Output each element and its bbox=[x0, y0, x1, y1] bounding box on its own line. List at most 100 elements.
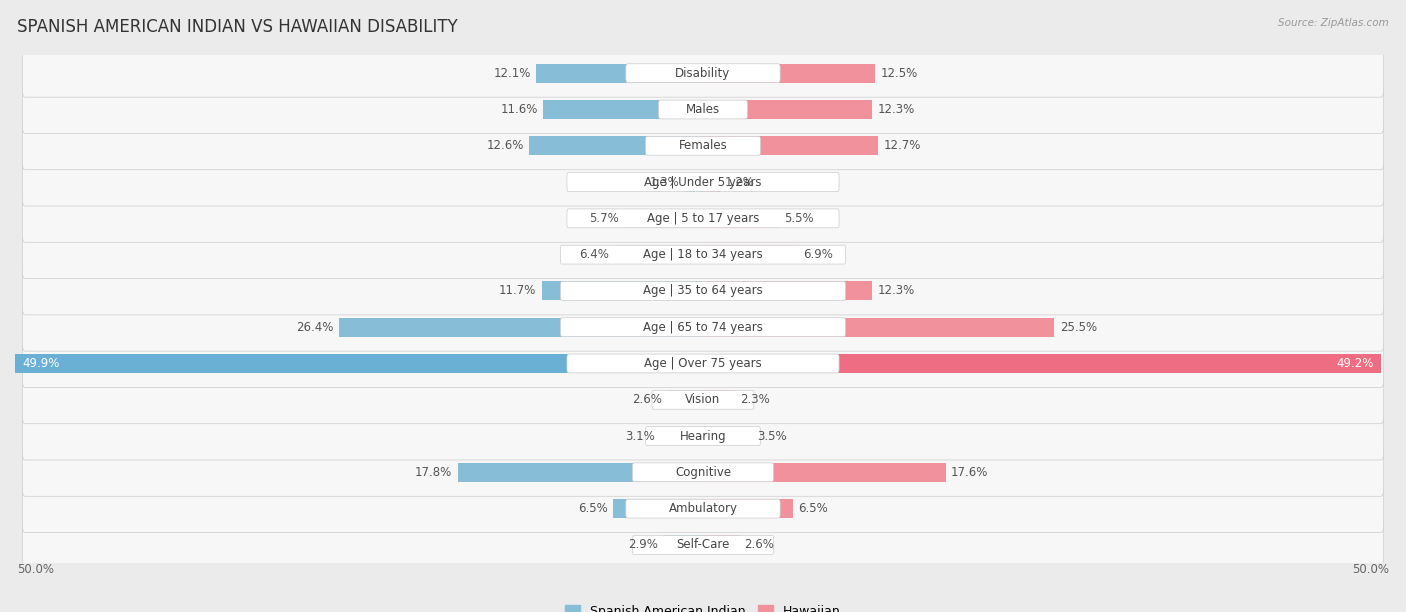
FancyBboxPatch shape bbox=[567, 173, 839, 192]
Bar bbox=[541, 282, 703, 300]
Text: 49.9%: 49.9% bbox=[22, 357, 59, 370]
Text: 2.6%: 2.6% bbox=[744, 539, 775, 551]
Bar bbox=[703, 354, 1381, 373]
FancyBboxPatch shape bbox=[22, 521, 1384, 569]
Bar bbox=[703, 318, 1054, 337]
Text: 12.5%: 12.5% bbox=[880, 67, 918, 80]
Text: 5.7%: 5.7% bbox=[589, 212, 619, 225]
Bar bbox=[543, 100, 703, 119]
Bar bbox=[685, 173, 703, 192]
Text: Age | 18 to 34 years: Age | 18 to 34 years bbox=[643, 248, 763, 261]
Bar bbox=[339, 318, 703, 337]
FancyBboxPatch shape bbox=[645, 427, 761, 446]
Bar bbox=[703, 209, 779, 228]
FancyBboxPatch shape bbox=[22, 231, 1384, 278]
Text: 11.6%: 11.6% bbox=[501, 103, 537, 116]
Text: Age | 65 to 74 years: Age | 65 to 74 years bbox=[643, 321, 763, 334]
Bar bbox=[703, 245, 799, 264]
Text: 1.3%: 1.3% bbox=[650, 176, 679, 188]
Text: Source: ZipAtlas.com: Source: ZipAtlas.com bbox=[1278, 18, 1389, 28]
Text: 2.6%: 2.6% bbox=[631, 394, 662, 406]
FancyBboxPatch shape bbox=[22, 50, 1384, 97]
FancyBboxPatch shape bbox=[22, 86, 1384, 133]
Bar bbox=[703, 100, 873, 119]
FancyBboxPatch shape bbox=[658, 100, 748, 119]
Bar bbox=[613, 499, 703, 518]
Text: 2.3%: 2.3% bbox=[740, 394, 770, 406]
FancyBboxPatch shape bbox=[652, 390, 754, 409]
Text: Ambulatory: Ambulatory bbox=[668, 502, 738, 515]
Text: Males: Males bbox=[686, 103, 720, 116]
FancyBboxPatch shape bbox=[567, 209, 839, 228]
Bar bbox=[703, 390, 735, 409]
FancyBboxPatch shape bbox=[561, 245, 845, 264]
FancyBboxPatch shape bbox=[22, 340, 1384, 387]
Text: Age | 5 to 17 years: Age | 5 to 17 years bbox=[647, 212, 759, 225]
Text: 26.4%: 26.4% bbox=[297, 321, 333, 334]
FancyBboxPatch shape bbox=[22, 122, 1384, 170]
Text: 12.6%: 12.6% bbox=[486, 140, 524, 152]
FancyBboxPatch shape bbox=[633, 463, 773, 482]
FancyBboxPatch shape bbox=[22, 267, 1384, 315]
Text: 12.1%: 12.1% bbox=[494, 67, 531, 80]
Bar bbox=[530, 136, 703, 155]
Text: Vision: Vision bbox=[685, 394, 721, 406]
FancyBboxPatch shape bbox=[626, 64, 780, 83]
Text: Age | 35 to 64 years: Age | 35 to 64 years bbox=[643, 285, 763, 297]
Bar bbox=[703, 499, 793, 518]
Bar bbox=[458, 463, 703, 482]
FancyBboxPatch shape bbox=[22, 304, 1384, 351]
Text: Hearing: Hearing bbox=[679, 430, 727, 442]
FancyBboxPatch shape bbox=[645, 136, 761, 155]
Bar bbox=[536, 64, 703, 83]
FancyBboxPatch shape bbox=[22, 195, 1384, 242]
Text: 17.8%: 17.8% bbox=[415, 466, 453, 479]
FancyBboxPatch shape bbox=[626, 499, 780, 518]
FancyBboxPatch shape bbox=[567, 354, 839, 373]
FancyBboxPatch shape bbox=[22, 412, 1384, 460]
FancyBboxPatch shape bbox=[22, 158, 1384, 206]
FancyBboxPatch shape bbox=[22, 485, 1384, 532]
Bar bbox=[624, 209, 703, 228]
Bar bbox=[703, 536, 738, 554]
Text: 50.0%: 50.0% bbox=[17, 563, 53, 576]
Text: 6.9%: 6.9% bbox=[804, 248, 834, 261]
Bar bbox=[703, 173, 720, 192]
Bar bbox=[661, 427, 703, 446]
Text: Females: Females bbox=[679, 140, 727, 152]
FancyBboxPatch shape bbox=[561, 318, 845, 337]
Bar bbox=[668, 390, 703, 409]
Text: 6.5%: 6.5% bbox=[799, 502, 828, 515]
Text: 5.5%: 5.5% bbox=[785, 212, 814, 225]
Text: 49.2%: 49.2% bbox=[1337, 357, 1374, 370]
FancyBboxPatch shape bbox=[22, 376, 1384, 424]
Bar bbox=[664, 536, 703, 554]
Bar bbox=[703, 64, 875, 83]
Bar bbox=[703, 427, 751, 446]
Text: Cognitive: Cognitive bbox=[675, 466, 731, 479]
Text: 1.2%: 1.2% bbox=[725, 176, 755, 188]
Text: 12.3%: 12.3% bbox=[877, 285, 915, 297]
Legend: Spanish American Indian, Hawaiian: Spanish American Indian, Hawaiian bbox=[560, 600, 846, 612]
Text: 50.0%: 50.0% bbox=[1353, 563, 1389, 576]
Text: 12.3%: 12.3% bbox=[877, 103, 915, 116]
Bar bbox=[614, 245, 703, 264]
Text: 11.7%: 11.7% bbox=[499, 285, 536, 297]
Text: Disability: Disability bbox=[675, 67, 731, 80]
Text: 17.6%: 17.6% bbox=[950, 466, 988, 479]
FancyBboxPatch shape bbox=[633, 536, 773, 554]
Text: Age | Over 75 years: Age | Over 75 years bbox=[644, 357, 762, 370]
Bar bbox=[703, 136, 877, 155]
Text: 2.9%: 2.9% bbox=[627, 539, 658, 551]
Text: 6.4%: 6.4% bbox=[579, 248, 609, 261]
FancyBboxPatch shape bbox=[22, 449, 1384, 496]
Text: Age | Under 5 years: Age | Under 5 years bbox=[644, 176, 762, 188]
Text: 3.1%: 3.1% bbox=[626, 430, 655, 442]
Text: 6.5%: 6.5% bbox=[578, 502, 607, 515]
Text: 12.7%: 12.7% bbox=[883, 140, 921, 152]
Bar bbox=[703, 463, 945, 482]
Text: Self-Care: Self-Care bbox=[676, 539, 730, 551]
Bar bbox=[703, 282, 873, 300]
Bar bbox=[15, 354, 703, 373]
Text: 3.5%: 3.5% bbox=[756, 430, 786, 442]
